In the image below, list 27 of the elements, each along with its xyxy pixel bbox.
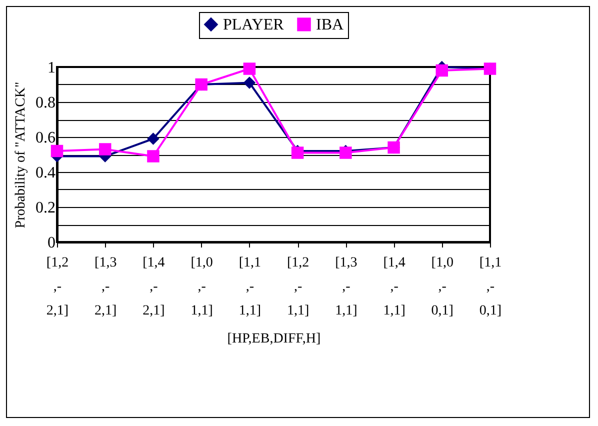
x-tick-label: [1,1,-0,1] — [479, 256, 502, 318]
point — [243, 76, 256, 89]
x-tick-label: [1,1,-1,1] — [238, 256, 262, 318]
x-tick-label: [1,4,-1,1] — [383, 256, 406, 318]
point — [98, 143, 112, 156]
point — [147, 150, 160, 162]
point — [50, 144, 64, 158]
x-axis-title: [HP,EB,DIFF,H] — [227, 332, 321, 346]
y-tick-label: 0.6 — [36, 130, 56, 146]
x-tick-label: [1,2,-1,1] — [286, 256, 310, 318]
point — [436, 64, 448, 77]
x-tick-label: [1,2,-2,1] — [46, 256, 69, 318]
x-tick-label: [1,0,-0,1] — [431, 256, 454, 318]
y-tick-label: 1 — [48, 60, 56, 76]
point — [243, 62, 256, 75]
y-tick-label: 0.4 — [36, 164, 56, 182]
x-tick-label: [1,0,-1,1] — [190, 256, 213, 318]
y-tick-label: 0 — [48, 234, 56, 252]
point — [147, 132, 160, 145]
legend-label: PLAYER — [223, 16, 284, 34]
y-tick-label: 0.2 — [36, 200, 56, 216]
x-tick-label: [1,3,-1,1] — [335, 256, 358, 318]
legend-label: IBA — [316, 16, 344, 34]
y-tick-label: 0.8 — [36, 94, 56, 112]
x-tick-label: [1,3,-2,1] — [94, 256, 117, 318]
y-axis-title: Probability of "ATTACK" — [14, 82, 28, 228]
x-tick-label: [1,4,-2,1] — [142, 256, 165, 318]
